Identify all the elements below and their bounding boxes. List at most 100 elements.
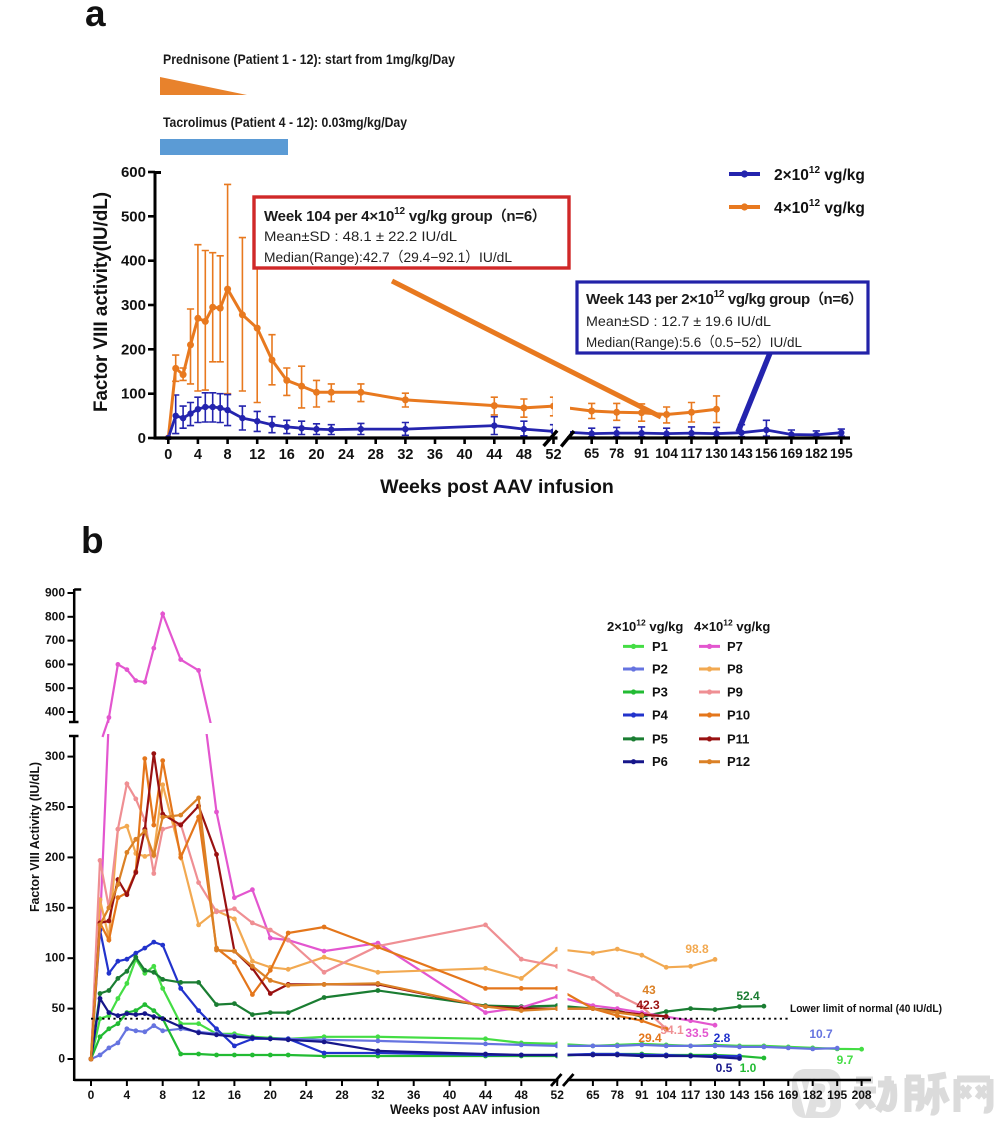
- svg-text:44: 44: [479, 1088, 493, 1102]
- svg-text:250: 250: [45, 800, 65, 814]
- svg-text:65: 65: [586, 1088, 600, 1102]
- svg-text:P3: P3: [652, 685, 668, 700]
- svg-text:500: 500: [45, 681, 65, 695]
- svg-text:43: 43: [642, 983, 656, 997]
- svg-text:Weeks post AAV infusion: Weeks post AAV infusion: [390, 1102, 540, 1117]
- svg-text:208: 208: [852, 1088, 872, 1102]
- svg-text:2×1012 vg/kg: 2×1012 vg/kg: [774, 165, 865, 184]
- svg-text:52.4: 52.4: [736, 989, 760, 1003]
- svg-text:36: 36: [407, 1088, 421, 1102]
- svg-text:Median(Range):42.7（29.4−92.1）I: Median(Range):42.7（29.4−92.1）IU/dL: [264, 249, 512, 265]
- svg-text:54.1: 54.1: [660, 1023, 684, 1037]
- svg-text:2×1012 vg/kg: 2×1012 vg/kg: [607, 618, 683, 635]
- svg-text:100: 100: [45, 951, 65, 965]
- svg-text:40: 40: [443, 1088, 457, 1102]
- svg-text:700: 700: [45, 633, 65, 647]
- svg-text:2.8: 2.8: [714, 1031, 731, 1045]
- svg-text:P2: P2: [652, 662, 668, 677]
- svg-text:500: 500: [121, 208, 146, 225]
- svg-text:Weeks post AAV infusion: Weeks post AAV infusion: [380, 476, 614, 498]
- svg-text:104: 104: [656, 1088, 676, 1102]
- svg-text:104: 104: [655, 446, 678, 461]
- svg-text:117: 117: [681, 446, 703, 461]
- svg-text:24: 24: [338, 447, 354, 463]
- svg-text:P1: P1: [652, 639, 668, 654]
- svg-text:143: 143: [729, 1088, 749, 1102]
- svg-text:44: 44: [486, 447, 502, 463]
- svg-text:300: 300: [121, 297, 146, 314]
- svg-text:b: b: [81, 520, 104, 561]
- svg-text:800: 800: [45, 609, 65, 623]
- svg-text:16: 16: [228, 1088, 242, 1102]
- svg-text:Prednisone (Patient 1 - 12): s: Prednisone (Patient 1 - 12): start from …: [163, 51, 455, 67]
- svg-text:50: 50: [52, 1001, 66, 1015]
- svg-text:65: 65: [584, 446, 600, 461]
- svg-text:169: 169: [780, 446, 803, 461]
- svg-text:42.3: 42.3: [636, 998, 660, 1012]
- svg-text:0: 0: [58, 1052, 65, 1066]
- svg-text:Week 104 per 4×1012 vg/kg grou: Week 104 per 4×1012 vg/kg group（n=6）: [264, 206, 546, 225]
- svg-text:28: 28: [368, 447, 384, 463]
- svg-text:600: 600: [45, 657, 65, 671]
- svg-text:16: 16: [279, 447, 295, 463]
- svg-text:195: 195: [830, 446, 853, 461]
- svg-text:98.8: 98.8: [685, 942, 709, 956]
- svg-text:169: 169: [778, 1088, 798, 1102]
- svg-text:156: 156: [754, 1088, 774, 1102]
- svg-text:52: 52: [551, 1088, 565, 1102]
- svg-text:143: 143: [730, 446, 753, 461]
- svg-text:8: 8: [159, 1088, 166, 1102]
- svg-text:12: 12: [249, 447, 265, 463]
- svg-text:117: 117: [681, 1088, 701, 1102]
- svg-text:40: 40: [457, 447, 473, 463]
- svg-text:100: 100: [121, 386, 146, 403]
- svg-text:8: 8: [224, 447, 232, 463]
- svg-text:20: 20: [308, 447, 324, 463]
- svg-text:Median(Range):5.6（0.5−52）IU/dL: Median(Range):5.6（0.5−52）IU/dL: [586, 334, 802, 350]
- svg-text:200: 200: [45, 850, 65, 864]
- svg-text:32: 32: [397, 447, 413, 463]
- svg-text:Factor VIII Activity (IU/dL): Factor VIII Activity (IU/dL): [27, 762, 42, 912]
- svg-text:0: 0: [138, 430, 146, 447]
- svg-text:P8: P8: [727, 662, 743, 677]
- svg-text:a: a: [85, 0, 106, 34]
- svg-text:195: 195: [827, 1088, 847, 1102]
- svg-text:32: 32: [371, 1088, 385, 1102]
- svg-text:28: 28: [335, 1088, 349, 1102]
- svg-text:78: 78: [609, 446, 625, 461]
- svg-text:900: 900: [45, 586, 65, 600]
- svg-text:P4: P4: [652, 708, 669, 723]
- svg-text:20: 20: [264, 1088, 278, 1102]
- svg-text:4×1012 vg/kg: 4×1012 vg/kg: [694, 618, 770, 635]
- svg-text:10.7: 10.7: [809, 1027, 833, 1041]
- svg-text:P11: P11: [727, 731, 749, 746]
- svg-text:36: 36: [427, 447, 443, 463]
- svg-text:600: 600: [121, 164, 146, 181]
- svg-text:P5: P5: [652, 731, 668, 746]
- svg-text:91: 91: [634, 446, 650, 461]
- svg-text:Lower limit of normal (40 IU/d: Lower limit of normal (40 IU/dL): [790, 1003, 942, 1015]
- svg-text:150: 150: [45, 900, 65, 914]
- svg-text:300: 300: [45, 749, 65, 763]
- svg-text:130: 130: [705, 1088, 725, 1102]
- svg-text:Mean±SD : 48.1 ± 22.2 IU/dL: Mean±SD : 48.1 ± 22.2 IU/dL: [264, 228, 457, 244]
- svg-text:156: 156: [755, 446, 778, 461]
- svg-text:78: 78: [611, 1088, 625, 1102]
- svg-text:P10: P10: [727, 708, 750, 723]
- svg-text:1.0: 1.0: [740, 1061, 757, 1075]
- svg-text:33.5: 33.5: [685, 1026, 709, 1040]
- svg-text:52: 52: [545, 447, 561, 463]
- svg-text:Factor VIII activity(IU/dL): Factor VIII activity(IU/dL): [91, 192, 112, 412]
- svg-text:Week 143 per 2×1012 vg/kg grou: Week 143 per 2×1012 vg/kg group（n=6）: [586, 289, 862, 308]
- svg-text:Mean±SD : 12.7 ± 19.6 IU/dL: Mean±SD : 12.7 ± 19.6 IU/dL: [586, 313, 771, 329]
- svg-text:0: 0: [164, 447, 172, 463]
- svg-text:91: 91: [635, 1088, 649, 1102]
- svg-text:182: 182: [803, 1088, 823, 1102]
- svg-text:P7: P7: [727, 639, 743, 654]
- svg-text:4×1012 vg/kg: 4×1012 vg/kg: [774, 198, 865, 217]
- svg-text:48: 48: [515, 1088, 529, 1102]
- svg-text:4: 4: [194, 447, 202, 463]
- svg-text:4: 4: [124, 1088, 131, 1102]
- svg-text:400: 400: [45, 705, 65, 719]
- svg-text:48: 48: [516, 447, 532, 463]
